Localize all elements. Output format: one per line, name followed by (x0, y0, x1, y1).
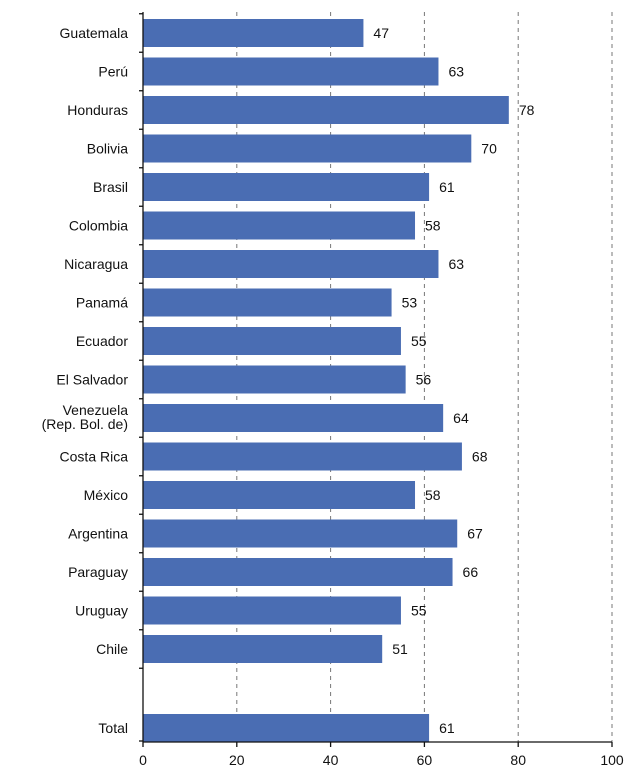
value-label-uruguay: 55 (411, 603, 427, 619)
bar-brasil (143, 173, 430, 201)
value-label-guatemala: 47 (373, 25, 389, 41)
x-tick-label-20: 20 (229, 752, 245, 768)
category-label-venezuela-rep-bol-de: Venezuela (Rep. Bol. de) (42, 402, 129, 432)
category-label-paraguay: Paraguay (68, 564, 128, 580)
bar-panam (143, 288, 392, 317)
bar-paraguay (143, 558, 453, 586)
value-label-paraguay: 66 (463, 564, 479, 580)
category-label-el-salvador: El Salvador (56, 372, 128, 388)
bar-el-salvador (143, 365, 406, 394)
bar-honduras (143, 96, 509, 124)
category-label-guatemala: Guatemala (60, 25, 129, 41)
bar-chile (143, 635, 383, 663)
bar-ecuador (143, 327, 401, 355)
value-label-venezuela-rep-bol-de: 64 (453, 410, 469, 426)
x-tick-label-40: 40 (323, 752, 339, 768)
category-label-honduras: Honduras (67, 102, 128, 118)
value-label-ecuador: 55 (411, 333, 427, 349)
category-label-chile: Chile (96, 641, 128, 657)
bar-total (143, 714, 430, 742)
value-label-nicaragua: 63 (448, 256, 464, 272)
bar-colombia (143, 211, 416, 240)
value-label-per: 63 (448, 64, 464, 80)
bars (143, 19, 509, 742)
category-labels: Guatemala Perú Honduras Bolivia Brasil Colomb… (42, 25, 129, 736)
value-label-argentina: 67 (467, 526, 483, 542)
bar-bolivia (143, 134, 472, 163)
category-label-uruguay: Uruguay (75, 603, 128, 619)
x-tick-label-0: 0 (139, 752, 147, 768)
category-label-argentina: Argentina (68, 526, 128, 542)
value-label-panam: 53 (402, 295, 418, 311)
x-tick-labels: 0 20 40 60 80 100 (139, 742, 624, 768)
bar-guatemala (143, 19, 364, 47)
value-labels: 47 63 78 70 61 58 63 53 55 56 64 68 58 67 66 55 51 61 (373, 25, 534, 736)
category-label-total: Total (98, 720, 128, 736)
value-label-chile: 51 (392, 641, 408, 657)
value-label-bolivia: 70 (481, 141, 497, 157)
value-label-colombia: 58 (425, 218, 441, 234)
category-label-m-xico: México (84, 487, 129, 503)
axes (139, 12, 612, 743)
category-label-colombia: Colombia (69, 218, 128, 234)
x-tick-label-60: 60 (417, 752, 433, 768)
category-label-bolivia: Bolivia (87, 141, 128, 157)
x-tick-label-100: 100 (600, 752, 624, 768)
bar-m-xico (143, 481, 416, 509)
category-label-per: Perú (98, 64, 128, 80)
category-label-panam: Panamá (76, 295, 128, 311)
value-label-total: 61 (439, 720, 455, 736)
category-label-costa-rica: Costa Rica (60, 449, 129, 465)
bar-costa-rica (143, 442, 462, 471)
value-label-m-xico: 58 (425, 487, 441, 503)
bar-uruguay (143, 596, 401, 625)
x-tick-label-80: 80 (510, 752, 526, 768)
bar-nicaragua (143, 250, 439, 278)
value-label-costa-rica: 68 (472, 449, 488, 465)
category-label-brasil: Brasil (93, 179, 128, 195)
bar-argentina (143, 519, 458, 548)
value-label-honduras: 78 (519, 102, 535, 118)
category-label-nicaragua: Nicaragua (64, 256, 128, 272)
category-label-ecuador: Ecuador (76, 333, 128, 349)
value-label-el-salvador: 56 (416, 372, 432, 388)
bar-per (143, 57, 439, 86)
bar-venezuela-rep-bol-de (143, 404, 444, 432)
value-label-brasil: 61 (439, 179, 455, 195)
